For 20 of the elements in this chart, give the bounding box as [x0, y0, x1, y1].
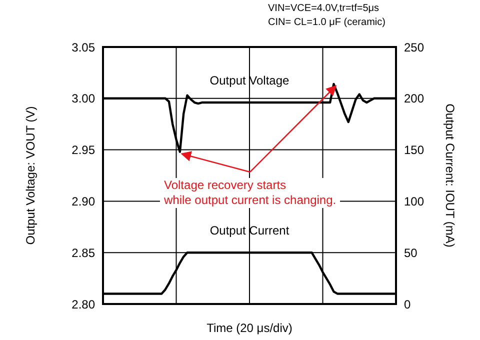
annotation: Voltage recovery starts while output current is changing. — [160, 178, 340, 208]
y-axis-title: Output Voltage: VOUT (V) — [23, 106, 38, 245]
y2-tick-label: 0 — [404, 297, 411, 312]
y2-tick-label: 50 — [404, 246, 418, 260]
y-tick-label: 2.95 — [72, 143, 96, 158]
series-label: Output Voltage — [210, 74, 290, 88]
y-tick-label: 3.05 — [72, 40, 96, 54]
y-tick-label: 2.80 — [72, 297, 96, 312]
y2-axis-title: Output Current: IOUT (mA) — [442, 104, 457, 248]
text: CIN= CL=1.0 μF (ceramic) — [268, 17, 386, 28]
y-tick-label: 2.85 — [72, 246, 96, 260]
y-tick-label: 3.00 — [72, 92, 96, 106]
y2-tick-label: 250 — [404, 40, 424, 54]
y2-tick-label: 150 — [404, 143, 424, 158]
y2-tick-label: 100 — [404, 194, 424, 208]
text: VIN=VCE=4.0V,tr=tf=5μs — [268, 3, 380, 14]
y-tick-label: 2.90 — [72, 194, 96, 208]
series-label: Output Current — [210, 224, 290, 238]
x-axis-title: Time (20 μs/div) — [206, 321, 292, 335]
y2-tick-label: 200 — [404, 92, 424, 106]
